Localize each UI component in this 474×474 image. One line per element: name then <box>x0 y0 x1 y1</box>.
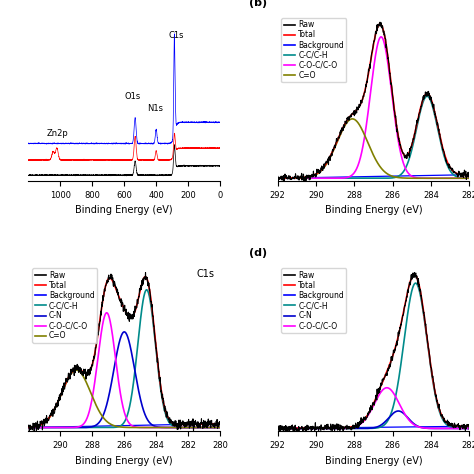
X-axis label: Binding Energy (eV): Binding Energy (eV) <box>75 205 173 215</box>
Legend: Raw, Total, Background, C-C/C-H, C-N, C-O-C/C-O: Raw, Total, Background, C-C/C-H, C-N, C-… <box>282 268 346 333</box>
Text: C1s: C1s <box>168 31 184 40</box>
Text: (d): (d) <box>249 248 267 258</box>
X-axis label: Binding Energy (eV): Binding Energy (eV) <box>325 456 422 465</box>
Text: (b): (b) <box>249 0 267 8</box>
X-axis label: Binding Energy (eV): Binding Energy (eV) <box>325 205 422 215</box>
X-axis label: Binding Energy (eV): Binding Energy (eV) <box>75 456 173 465</box>
Text: O1s: O1s <box>125 92 141 101</box>
Legend: Raw, Total, Background, C-C/C-H, C-O-C/C-O, C=O: Raw, Total, Background, C-C/C-H, C-O-C/C… <box>282 18 346 82</box>
Legend: Raw, Total, Background, C-C/C-H, C-N, C-O-C/C-O, C=O: Raw, Total, Background, C-C/C-H, C-N, C-… <box>32 268 97 343</box>
Text: C1s: C1s <box>196 270 214 280</box>
Text: Zn2p: Zn2p <box>46 129 68 138</box>
Text: N1s: N1s <box>147 103 163 112</box>
